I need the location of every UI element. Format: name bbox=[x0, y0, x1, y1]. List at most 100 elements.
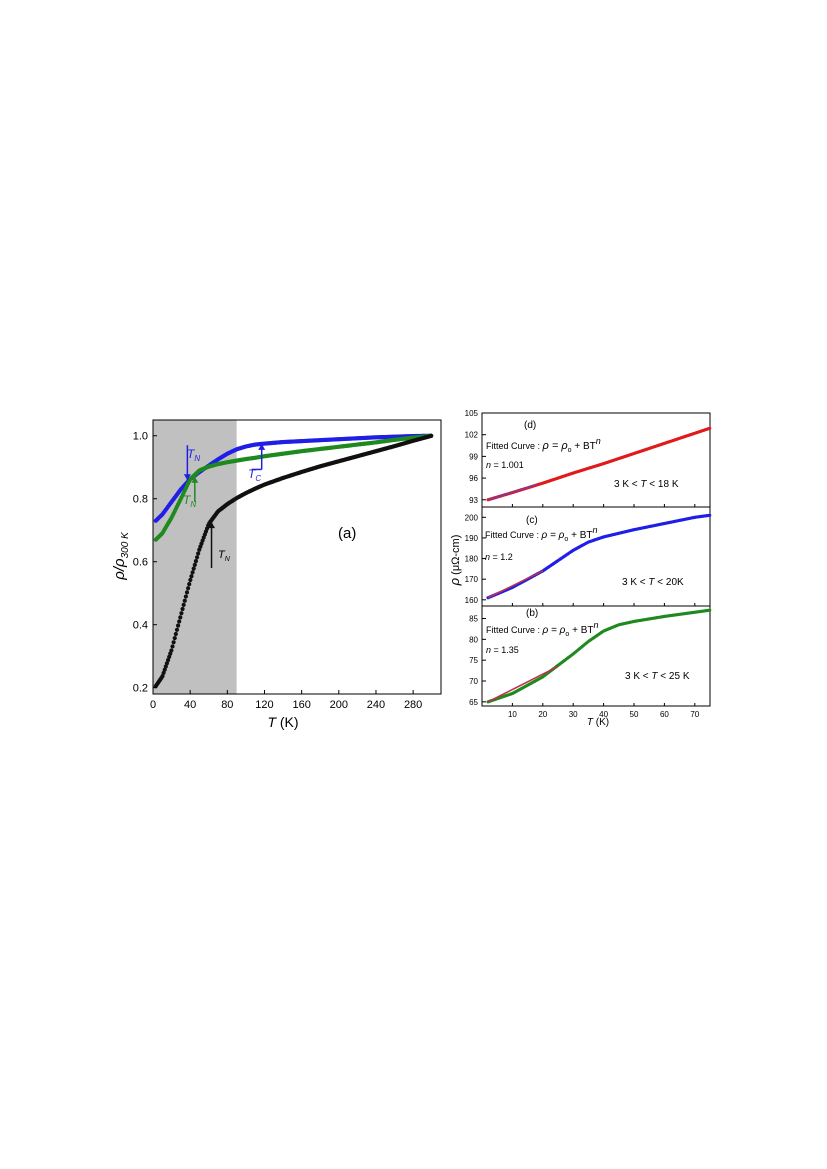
data-point bbox=[161, 670, 166, 676]
data-point bbox=[188, 577, 193, 583]
y-tick-label: 102 bbox=[465, 431, 479, 440]
panel-b-range-label: 3 K < T < 25 K bbox=[625, 671, 690, 682]
y-tick-label: 105 bbox=[465, 409, 479, 418]
tn-arrow-black bbox=[208, 522, 216, 569]
data-point bbox=[181, 602, 186, 607]
x-tick-label: 240 bbox=[367, 699, 385, 711]
panel-c-label: (c) bbox=[526, 515, 538, 526]
x-tick-label: 160 bbox=[292, 699, 310, 711]
y-tick-label: 85 bbox=[469, 615, 478, 624]
tn-label-green: TN bbox=[183, 493, 196, 509]
data-point bbox=[162, 667, 167, 672]
x-tick-label: 200 bbox=[330, 699, 348, 711]
y-tick-label: 0.6 bbox=[133, 557, 148, 569]
y-tick-label: 0.2 bbox=[133, 683, 148, 695]
x-tick-label: 70 bbox=[690, 710, 699, 719]
x-tick-label: 40 bbox=[184, 699, 196, 711]
data-point bbox=[165, 657, 171, 663]
y-tick-label: 1.0 bbox=[133, 431, 148, 443]
y-tick-label: 190 bbox=[465, 534, 479, 543]
data-point bbox=[160, 674, 165, 679]
x-tick-label: 60 bbox=[660, 710, 669, 719]
x-tick-label: 40 bbox=[599, 710, 608, 719]
data-point bbox=[708, 426, 712, 430]
fit-line bbox=[487, 665, 559, 703]
data-point bbox=[163, 664, 168, 669]
data-point bbox=[171, 640, 176, 645]
x-tick-label: 80 bbox=[221, 699, 233, 711]
series-green bbox=[153, 433, 434, 542]
low-temperature-shaded-region bbox=[153, 420, 237, 694]
y-tick-label: 200 bbox=[465, 513, 479, 522]
right-x-axis-title: T (K) bbox=[587, 717, 609, 728]
panel-d-n-value: n = 1.001 bbox=[486, 460, 524, 470]
data-point bbox=[194, 555, 200, 560]
data-point bbox=[183, 594, 188, 599]
panel-a-plot-frame bbox=[152, 419, 442, 695]
data-point bbox=[169, 648, 174, 653]
fit-line bbox=[487, 483, 537, 501]
data-point bbox=[197, 547, 202, 552]
data-point bbox=[174, 627, 180, 632]
measured-series bbox=[486, 608, 712, 704]
fit-line bbox=[487, 570, 544, 599]
right-y-axis-title: ρ (μΩ-cm) bbox=[447, 535, 462, 587]
x-tick-label: 280 bbox=[404, 699, 422, 711]
data-point bbox=[708, 608, 712, 612]
y-tick-label: 80 bbox=[469, 635, 478, 644]
y-tick-label: 65 bbox=[469, 698, 478, 707]
data-point bbox=[173, 631, 178, 637]
panel-a-x-axis-title: T (K) bbox=[267, 714, 298, 730]
panel-d-range-label: 3 K < T < 18 K bbox=[614, 479, 679, 490]
series-black bbox=[153, 433, 434, 689]
tn-arrow-blue bbox=[183, 445, 191, 481]
y-tick-label: 0.8 bbox=[133, 494, 148, 506]
data-point bbox=[178, 615, 183, 620]
data-point bbox=[184, 590, 190, 595]
x-tick-label: 30 bbox=[569, 710, 578, 719]
data-point bbox=[175, 623, 181, 628]
panel-b-label: (b) bbox=[526, 608, 538, 619]
panel-d-fit-label: Fitted Curve : ρ = ρo + BTn bbox=[486, 436, 601, 454]
panel-b: 65 70 75 80 85 10 20 30 40 50 60 70 bbox=[469, 605, 712, 719]
data-point bbox=[193, 558, 199, 564]
panel-d: 93 96 99 102 105 bbox=[465, 409, 712, 508]
data-point bbox=[186, 586, 191, 591]
transition-arrows bbox=[183, 443, 266, 569]
panel-a-label: (a) bbox=[338, 525, 356, 542]
tn-label-black: TN bbox=[218, 549, 231, 563]
panel-d-label: (d) bbox=[524, 420, 536, 431]
y-tick-label: 160 bbox=[465, 596, 479, 605]
y-tick-label: 70 bbox=[469, 677, 478, 686]
data-point bbox=[168, 651, 173, 656]
measured-series bbox=[486, 426, 712, 502]
data-point bbox=[429, 433, 434, 438]
panel-b-fit-label: Fitted Curve : ρ = ρo + BTn bbox=[486, 620, 599, 638]
data-point bbox=[191, 566, 196, 571]
tn-label-blue: TN bbox=[187, 447, 200, 463]
y-tick-label: 96 bbox=[469, 474, 478, 483]
y-tick-label: 93 bbox=[469, 496, 478, 505]
plot-frame bbox=[481, 605, 711, 707]
data-point bbox=[190, 570, 195, 575]
data-point bbox=[189, 574, 194, 579]
data-point bbox=[164, 661, 170, 666]
data-point bbox=[196, 551, 201, 556]
data-point bbox=[179, 611, 184, 616]
data-point bbox=[172, 636, 177, 641]
y-tick-label: 170 bbox=[465, 575, 479, 584]
data-point bbox=[192, 562, 197, 567]
y-tick-label: 75 bbox=[469, 656, 478, 665]
data-point bbox=[180, 606, 185, 612]
x-tick-label: 0 bbox=[150, 699, 156, 711]
data-point bbox=[167, 654, 172, 659]
data-point bbox=[177, 619, 182, 624]
y-tick-label: 0.4 bbox=[133, 620, 148, 632]
tc-label-blue: TC bbox=[248, 467, 261, 483]
panel-c-n-value: n = 1.2 bbox=[485, 552, 513, 562]
data-point bbox=[708, 513, 712, 517]
x-tick-label: 20 bbox=[538, 710, 547, 719]
data-point bbox=[182, 598, 187, 603]
